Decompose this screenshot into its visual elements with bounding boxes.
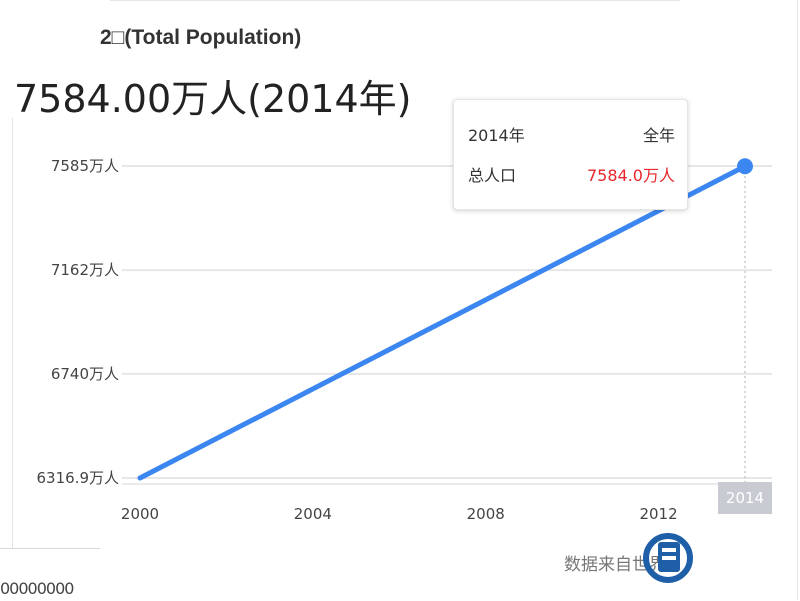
page-title: 2□(Total Population) [100,26,302,49]
series-line [137,163,748,481]
y-tick-label: 7585万人 [51,157,119,175]
y-tick-label: 6316.9万人 [37,469,120,487]
source-note[interactable]: 数据来自世界 [564,555,666,575]
x-tick-label: 2000 [121,505,159,523]
tooltip-year: 2014年 [468,126,525,145]
watermark-logo-icon [643,533,693,583]
tooltip-metric: 总人口 [468,166,517,185]
data-tooltip: 2014年 全年 总人口 7584.0万人 [453,99,688,210]
tooltip-period: 全年 [642,126,675,145]
y-tick-label: 6740万人 [51,365,119,383]
x-tick-label: 2012 [639,505,677,523]
right-divider [797,0,798,600]
tooltip-value: 7584.0万人 [587,166,675,185]
y-tick-label: 7162万人 [51,261,119,279]
top-divider [110,0,680,1]
x-tick-label: 2004 [294,505,332,523]
headline-value: 7584.00万人(2014年) [14,77,412,121]
bottom-fragment: 00000000 [0,548,100,601]
x-tick-highlight-bg [718,482,772,514]
bottom-fragment-text: 00000000 [0,579,74,598]
x-tick-label: 2008 [467,505,505,523]
tooltip-value-row: 总人口 7584.0万人 [468,162,675,186]
tooltip-header-row: 2014年 全年 [468,122,675,146]
data-point-marker [737,158,753,175]
x-tick-label-highlighted: 2014 [726,489,764,507]
left-divider [12,118,13,548]
